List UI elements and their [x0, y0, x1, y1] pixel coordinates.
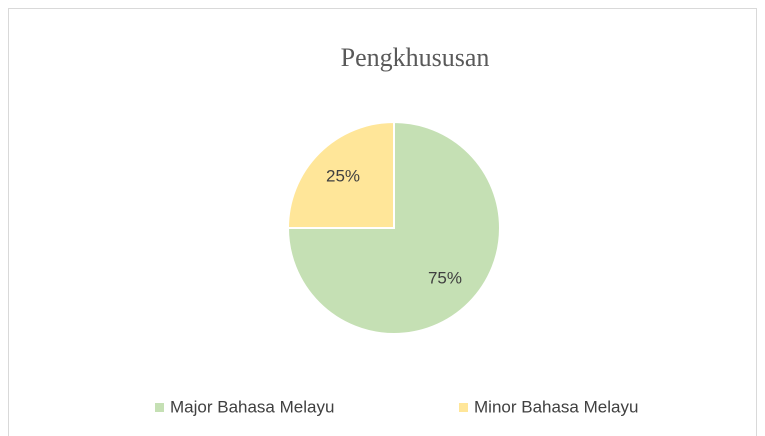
pie-slice — [286, 120, 501, 335]
data-label: 25% — [326, 167, 360, 186]
legend-label: Major Bahasa Melayu — [170, 397, 334, 416]
chart-title: Pengkhususan — [341, 43, 490, 72]
pie-slice — [286, 120, 395, 229]
legend-swatch — [459, 403, 468, 412]
data-label: 75% — [428, 268, 462, 287]
legend-label: Minor Bahasa Melayu — [474, 397, 638, 416]
legend-swatch — [155, 403, 164, 412]
